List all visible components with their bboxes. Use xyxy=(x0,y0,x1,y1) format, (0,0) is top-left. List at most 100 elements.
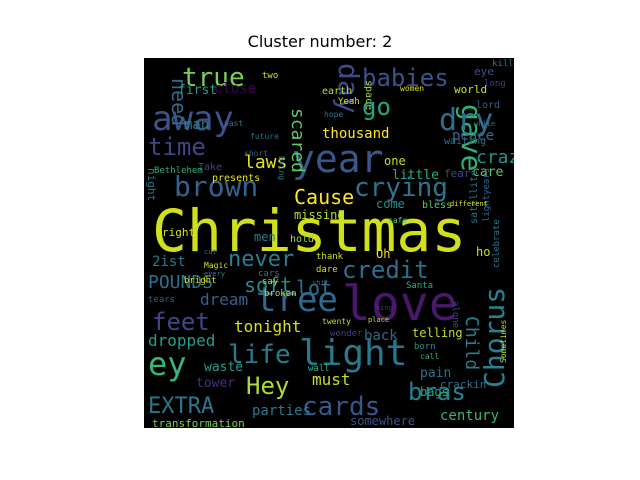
word-hold: hold xyxy=(290,234,314,245)
word-alone: alone xyxy=(450,301,460,328)
word-bright: bright xyxy=(184,276,217,286)
word-century: century xyxy=(440,408,499,424)
word-cards: cards xyxy=(302,392,380,422)
word-chorus: Chorus xyxy=(478,287,511,388)
word-lightyears: lightyears xyxy=(482,168,492,222)
word-bras: bras xyxy=(408,378,466,406)
word-one: one xyxy=(384,154,406,168)
word-cut: cut xyxy=(204,248,217,256)
word-cars: cars xyxy=(258,269,280,279)
word-pain: pain xyxy=(420,366,451,381)
word-past: past xyxy=(224,119,243,128)
word-dropped: dropped xyxy=(148,331,215,350)
word-presents: presents xyxy=(212,173,260,184)
word-fear: fear xyxy=(444,167,471,180)
word-world: world xyxy=(454,83,487,96)
word-long: long xyxy=(484,79,506,89)
word-come: come xyxy=(376,197,405,211)
word-year: year xyxy=(292,137,384,181)
word-thousand: thousand xyxy=(322,126,389,142)
word-right: right xyxy=(162,226,195,239)
word-laws: laws xyxy=(244,152,287,173)
word-missing: missing xyxy=(294,208,345,222)
word-cloud: Christmas love year light away tree gave dry Cho… xyxy=(144,58,514,428)
word-magic: Magic xyxy=(204,261,228,270)
word-yeah: Yeah xyxy=(338,97,360,107)
word-say: say xyxy=(262,277,279,287)
word-wall: wall xyxy=(308,364,330,374)
word-tower: tower xyxy=(196,376,235,391)
word-waste: waste xyxy=(204,360,243,375)
word-lot: lot xyxy=(296,276,332,300)
word-credit: credit xyxy=(342,256,429,284)
word-take: Take xyxy=(198,162,222,173)
word-soft: soft xyxy=(244,273,292,297)
word-day: day xyxy=(332,63,365,114)
word-place: place xyxy=(368,316,389,324)
word-satellite: satellite xyxy=(469,170,480,224)
word-sometimes: Sometimes xyxy=(499,319,508,363)
word-every: every xyxy=(204,270,225,278)
word-two: two xyxy=(262,71,278,81)
word-shit: shit xyxy=(312,279,329,287)
word-gave: gave xyxy=(455,104,488,171)
word-hope: hope xyxy=(324,110,343,119)
word-bring: Bring xyxy=(277,156,286,180)
word-close: close xyxy=(214,81,256,97)
word-call: call xyxy=(420,352,439,361)
word-somewhere: somewhere xyxy=(350,414,415,428)
word-celebrate: celebrate xyxy=(492,219,502,268)
word-crackin: crackin xyxy=(440,378,486,391)
word-peace: peace xyxy=(452,128,494,144)
word-love: love xyxy=(342,276,458,332)
word-christmas: Christmas xyxy=(152,197,466,265)
word-king: king xyxy=(376,304,393,312)
word-feet: feet xyxy=(152,308,210,336)
word-go: go xyxy=(362,93,391,121)
word-light: light xyxy=(299,333,407,374)
word-first: first xyxy=(178,83,217,98)
word-pounds: POUNDS xyxy=(148,272,213,293)
word-true: true xyxy=(182,63,245,93)
word-broken: broken xyxy=(264,289,297,299)
word-women: women xyxy=(400,84,424,93)
word-men: men xyxy=(254,230,276,244)
word-earth: earth xyxy=(322,86,352,97)
word-transformation: transformation xyxy=(152,417,245,428)
word-lord: lord xyxy=(476,100,500,111)
word-back: back xyxy=(364,328,398,344)
word-ey: ey xyxy=(148,345,187,383)
chart-title: Cluster number: 2 xyxy=(247,32,393,51)
word-parties: parties xyxy=(252,403,311,419)
word-future: future xyxy=(250,132,279,141)
word-2ist: 2ist xyxy=(152,254,186,270)
word-scared: scared xyxy=(287,108,308,173)
word-away: away xyxy=(152,99,234,139)
word-care: care xyxy=(472,165,503,180)
word-space: space xyxy=(363,80,374,110)
word-babies: babies xyxy=(362,64,449,92)
word-crying: crying xyxy=(354,173,448,203)
word-child: Child xyxy=(461,316,482,370)
word-must: must xyxy=(312,370,351,389)
word-tree: tree xyxy=(256,280,338,320)
word-twenty: twenty xyxy=(322,317,351,326)
word-eye: eye xyxy=(474,65,494,78)
word-waiting: waiting xyxy=(444,136,486,147)
word-bethlehem: Bethlehem xyxy=(154,166,203,176)
word-bags: bags xyxy=(420,385,449,399)
word-never: never xyxy=(228,247,294,272)
word-life: life xyxy=(228,340,291,370)
word-dream: dream xyxy=(200,290,248,309)
word-santa: Santa xyxy=(406,281,433,291)
word-crazy: crazy xyxy=(476,147,514,168)
word-extra: EXTRA xyxy=(148,394,214,419)
word-cause: Cause xyxy=(294,185,354,209)
word-short: short xyxy=(244,149,268,158)
word-tears: tears xyxy=(148,295,175,305)
word-oh: Oh xyxy=(376,247,390,261)
word-safe: safe xyxy=(388,216,407,225)
word-need: need xyxy=(167,78,191,126)
word-born: born xyxy=(414,342,436,352)
